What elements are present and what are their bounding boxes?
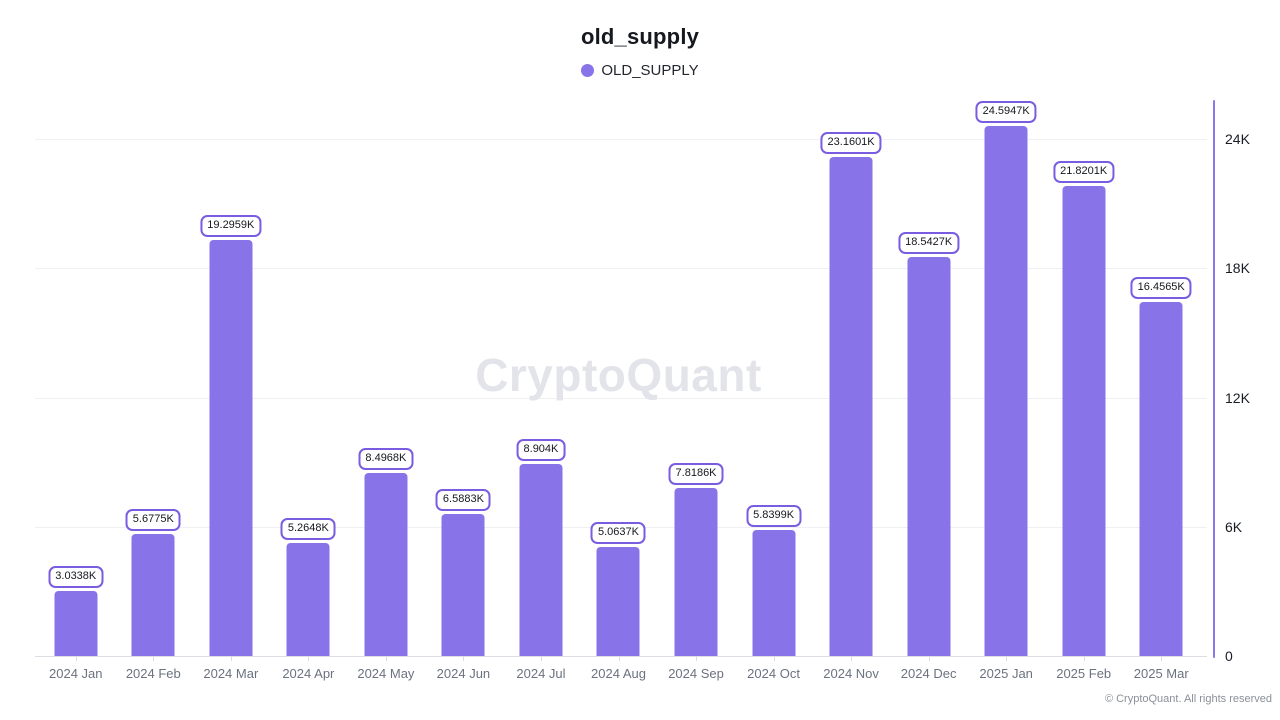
bar[interactable] [752,530,796,656]
bar-value-label: 21.8201K [1053,160,1115,183]
x-axis-tick-label: 2024 Feb [125,666,181,681]
copyright-notice: © CryptoQuant. All rights reserved [1104,693,1272,705]
x-axis-tick-mark [1006,656,1008,661]
bar-group-2024-may[interactable]: 8.4968K [347,100,425,656]
x-axis-tick-label: 2024 Jan [49,666,103,681]
bar[interactable] [1139,301,1183,656]
x-axis-line [35,656,1207,657]
x-axis-tick-mark [928,656,930,661]
x-axis-tick-mark [385,656,387,661]
bar-value-label: 5.0637K [590,521,646,544]
bar-value-label: 5.6775K [125,508,181,531]
bar-value-label: 16.4565K [1130,276,1192,299]
x-axis-tick-label: 2024 Jul [516,666,566,681]
gridline [35,397,1207,399]
bar-value-label: 24.5947K [975,101,1037,124]
bar[interactable] [209,240,253,656]
bar[interactable] [596,546,640,656]
x-axis-tick-label: 2025 Feb [1056,666,1112,681]
bar-group-2024-aug[interactable]: 5.0637K [580,100,658,656]
x-axis-tick-mark [851,656,853,661]
bar[interactable] [907,256,951,656]
bar-value-label: 8.4968K [358,447,414,470]
bar-value-label: 7.8186K [668,462,724,485]
bar[interactable] [674,487,718,656]
x-axis-tick-label: 2024 Jun [436,666,491,681]
bar-group-2024-oct[interactable]: 5.8399K [735,100,813,656]
y-axis-tick-label: 18K [1225,260,1250,277]
bar[interactable] [364,472,408,656]
bar-group-2024-feb[interactable]: 5.6775K [115,100,193,656]
bars-layer: 3.0338K 5.6775K 19.2959K 5.2648K 8.4968K 6.58… [37,100,1200,656]
gridline [35,139,1207,140]
x-axis-tick-label: 2024 Sep [668,666,724,681]
chart-title: old_supply [580,24,700,49]
bar-value-label: 5.8399K [746,505,802,528]
legend-label: OLD_SUPPLY [601,62,699,79]
gridline [35,268,1207,270]
x-axis-tick-mark [1083,656,1085,661]
bar-group-2025-mar[interactable]: 16.4565K [1122,100,1200,656]
x-axis-tick-label: 2024 May [357,666,415,681]
bar[interactable] [829,157,873,656]
bar-value-label: 23.1601K [820,132,882,155]
bar[interactable] [131,533,175,656]
bar[interactable] [984,126,1028,656]
x-axis-tick-mark [773,656,775,661]
x-axis-tick-mark [230,656,232,661]
bar-group-2024-jul[interactable]: 8.904K [502,100,580,656]
bar-value-label: 3.0338K [48,565,104,588]
bar-group-2024-apr[interactable]: 5.2648K [270,100,348,656]
x-axis-tick-mark [463,656,465,661]
x-axis-tick-mark [696,656,698,661]
bar[interactable] [54,590,98,656]
x-axis-tick-mark [540,656,542,661]
bar[interactable] [519,464,563,656]
y-axis-tick-label: 6K [1225,518,1243,535]
bar-group-2024-jun[interactable]: 6.5883K [425,100,503,656]
bar-group-2025-feb[interactable]: 21.8201K [1045,100,1123,656]
x-axis-tick-label: 2024 Oct [747,666,800,681]
legend-item-old-supply[interactable]: OLD_SUPPLY [0,62,1280,79]
x-axis-tick-mark [75,656,77,661]
x-axis-tick-mark [1161,656,1163,661]
y-axis-tick-label: 12K [1225,389,1250,406]
bar-value-label: 8.904K [516,439,566,462]
bar-group-2024-dec[interactable]: 18.5427K [890,100,968,656]
x-axis-tick-mark [618,656,620,661]
x-axis-tick-label: 2024 Nov [823,666,879,681]
bar-group-2024-sep[interactable]: 7.8186K [657,100,735,656]
x-axis-tick-mark [308,656,310,661]
bar-group-2024-nov[interactable]: 23.1601K [812,100,890,656]
x-axis-tick-label: 2025 Jan [979,666,1033,681]
bar-value-label: 18.5427K [898,231,960,254]
y-axis-line [1213,100,1215,658]
x-axis-tick-label: 2024 Apr [282,666,335,681]
y-axis-tick-label: 0 [1225,648,1233,664]
bar-value-label: 19.2959K [200,215,262,238]
x-axis-tick-label: 2024 Mar [203,666,259,681]
bar-value-label: 5.2648K [280,517,336,540]
y-axis-tick-label: 24K [1225,131,1250,147]
x-axis-tick-mark [153,656,155,661]
x-axis-tick-label: 2024 Dec [900,666,957,681]
bar[interactable] [286,542,330,656]
bar-value-label: 6.5883K [435,489,491,512]
bar-group-2024-mar[interactable]: 19.2959K [192,100,270,656]
bar[interactable] [441,514,485,656]
x-axis-tick-label: 2024 Aug [591,666,646,681]
bar-group-2024-jan[interactable]: 3.0338K [37,100,115,656]
bar[interactable] [1062,185,1106,656]
bar-group-2025-jan[interactable]: 24.5947K [967,100,1045,656]
x-axis-tick-label: 2025 Mar [1133,666,1189,681]
legend-dot-icon [581,64,595,77]
